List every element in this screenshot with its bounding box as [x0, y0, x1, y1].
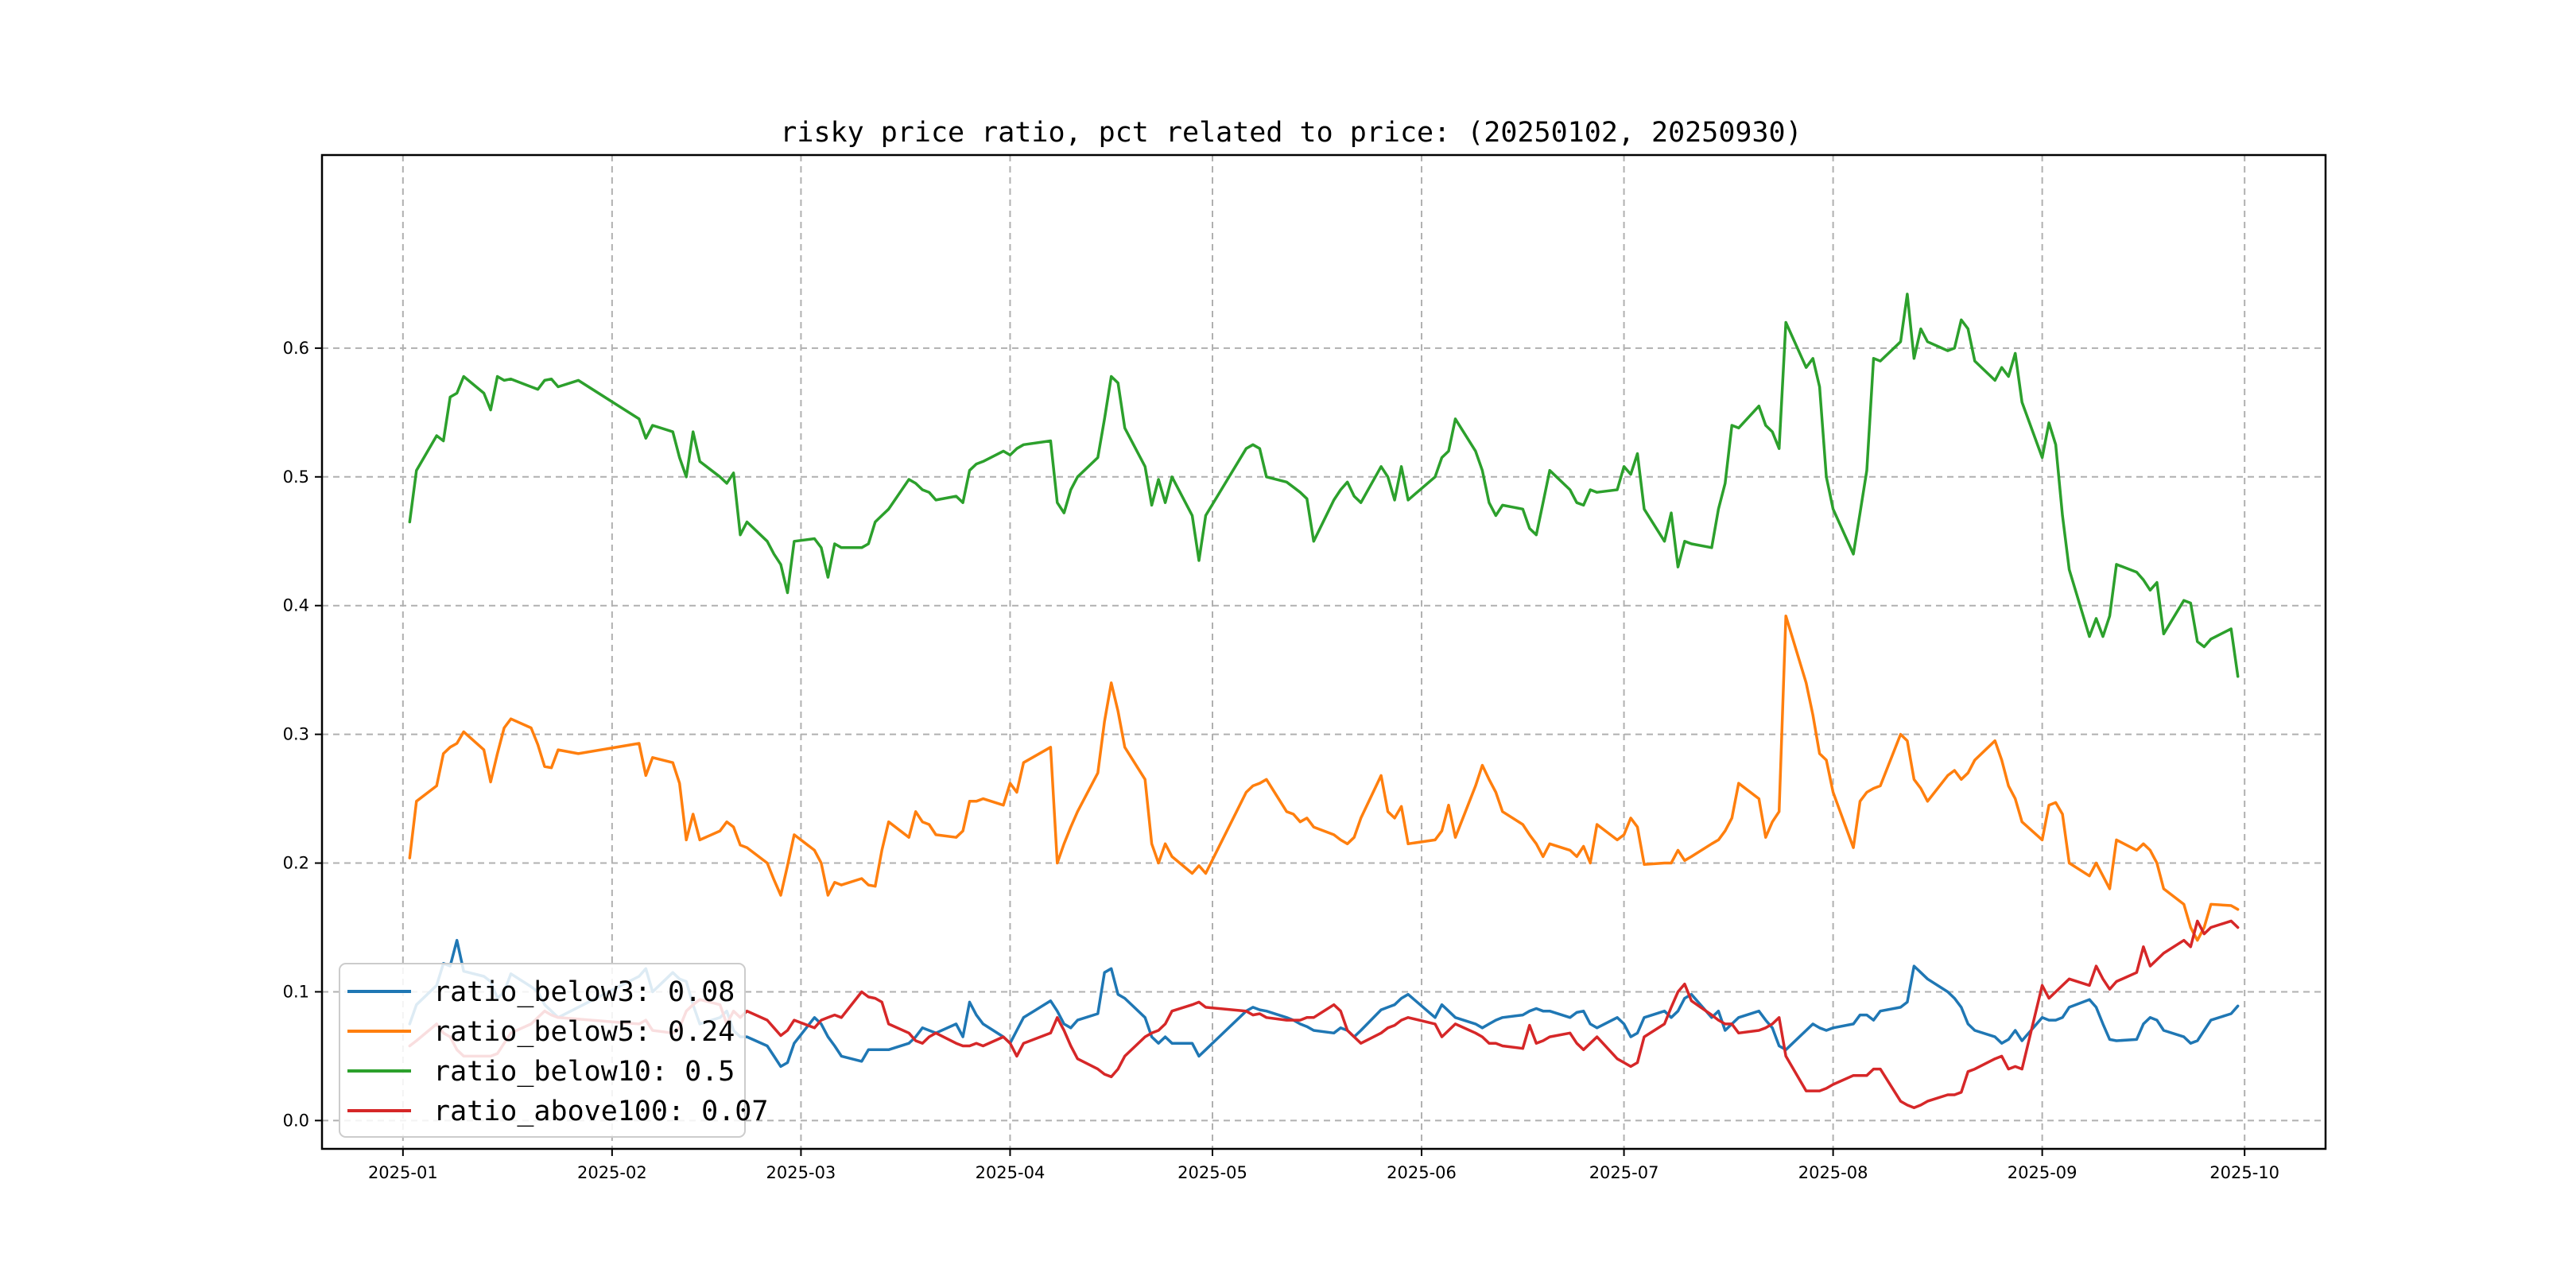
x-tick-label: 2025-06 [1387, 1163, 1457, 1182]
y-tick-label: 0.2 [283, 854, 309, 873]
series-line-ratio_below3 [408, 938, 2240, 1069]
legend-box [339, 963, 746, 1138]
legend-label-ratio_above100: ratio_above100: 0.07 [433, 1096, 768, 1127]
axes-frame [320, 153, 2327, 1150]
series-layer [408, 293, 2240, 1109]
y-tick-label: 0.1 [283, 982, 309, 1001]
y-tick-label: 0.3 [283, 725, 309, 744]
tick-layer: 2025-01 2025-02 2025-03 2025-04 2025-05 2025-… [283, 339, 2279, 1182]
x-tick-label: 2025-09 [2008, 1163, 2077, 1182]
legend: ratio_below3: 0.08 ratio_below5: 0.24 rati… [339, 963, 768, 1138]
y-tick-label: 0.0 [283, 1111, 309, 1130]
y-tick-label: 0.6 [283, 339, 309, 358]
y-tick-label: 0.5 [283, 467, 309, 487]
chart-title: risky price ratio, pct related to price:… [780, 117, 1802, 149]
x-tick-label: 2025-02 [577, 1163, 647, 1182]
x-tick-label: 2025-08 [1798, 1163, 1868, 1182]
series-line-ratio_below10 [408, 293, 2240, 678]
series-line-ratio_below5 [408, 614, 2240, 942]
x-tick-label: 2025-10 [2209, 1163, 2279, 1182]
x-tick-label: 2025-03 [766, 1163, 836, 1182]
series-line-ratio_above100 [408, 919, 2240, 1109]
y-tick-label: 0.4 [283, 596, 309, 615]
x-tick-label: 2025-05 [1177, 1163, 1247, 1182]
x-tick-label: 2025-04 [976, 1163, 1046, 1182]
x-tick-label: 2025-01 [368, 1163, 438, 1182]
x-tick-label: 2025-07 [1589, 1163, 1659, 1182]
legend-label-ratio_below3: ratio_below3: 0.08 [433, 976, 735, 1008]
legend-label-ratio_below10: ratio_below10: 0.5 [433, 1056, 735, 1088]
legend-label-ratio_below5: ratio_below5: 0.24 [433, 1016, 735, 1048]
